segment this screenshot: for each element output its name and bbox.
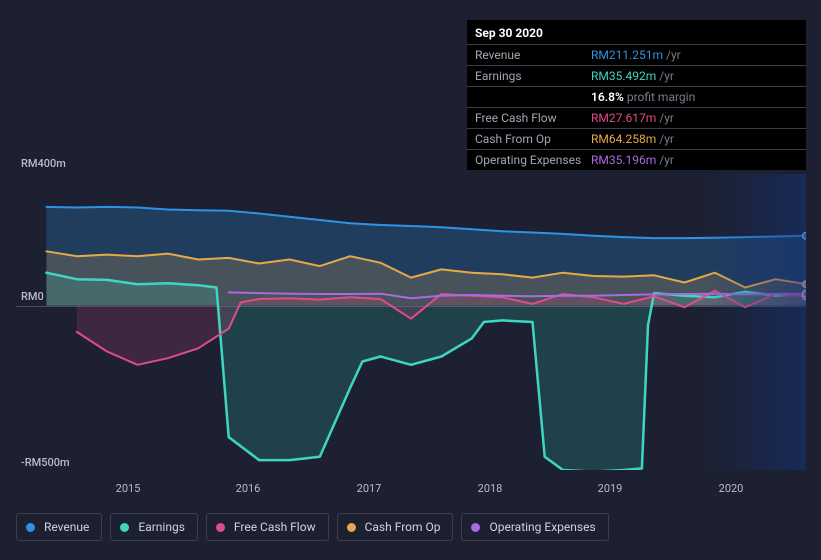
earnings-dot-icon [120, 523, 129, 532]
tooltip-row-value: RM64.258m [591, 132, 656, 146]
x-axis-tick-label: 2017 [357, 482, 382, 495]
tooltip-row-value: RM211.251m [591, 48, 663, 62]
x-axis-tick-label: 2019 [598, 482, 623, 495]
tooltip-row-value: RM27.617m [591, 111, 656, 125]
chart-svg [16, 174, 806, 470]
x-axis-tick-label: 2015 [116, 482, 141, 495]
tooltip-extra-value: 16.8% [591, 90, 624, 104]
chart-plot-area [16, 174, 806, 470]
tooltip-row: EarningsRM35.492m/yr [467, 65, 806, 86]
tooltip-row-unit: /yr [659, 69, 674, 83]
tooltip-row-value: RM35.492m [591, 69, 656, 83]
tooltip-row-label: Earnings [475, 69, 591, 83]
tooltip-row: Free Cash FlowRM27.617m/yr [467, 107, 806, 128]
legend: Revenue Earnings Free Cash Flow Cash From O… [16, 513, 609, 541]
cash-from-op-dot-icon [347, 523, 356, 532]
tooltip-row-unit: /yr [659, 132, 674, 146]
legend-item-label: Earnings [138, 520, 185, 534]
tooltip-row-value: RM35.196m [591, 153, 656, 167]
legend-item-cash-from-op[interactable]: Cash From Op [337, 513, 454, 541]
tooltip-rows: RevenueRM211.251m/yrEarningsRM35.492m/yr… [467, 44, 806, 170]
operating-expenses-dot-icon [471, 523, 480, 532]
legend-item-label: Free Cash Flow [234, 520, 316, 534]
tooltip-row-unit: /yr [659, 153, 674, 167]
free-cash-flow-dot-icon [216, 523, 225, 532]
tooltip-row: RevenueRM211.251m/yr [467, 44, 806, 65]
tooltip-row-unit: /yr [659, 111, 674, 125]
legend-item-label: Operating Expenses [489, 520, 595, 534]
tooltip-row-unit: /yr [666, 48, 681, 62]
tooltip-row-label: Operating Expenses [475, 153, 591, 167]
tooltip-card: Sep 30 2020 RevenueRM211.251m/yrEarnings… [467, 20, 806, 170]
y-axis-tick-label: RM400m [21, 157, 66, 170]
tooltip-row: Operating ExpensesRM35.196m/yr [467, 149, 806, 170]
x-axis-tick-label: 2020 [719, 482, 744, 495]
legend-item-earnings[interactable]: Earnings [110, 513, 198, 541]
x-axis-tick-label: 2018 [478, 482, 503, 495]
tooltip-row-label: Free Cash Flow [475, 111, 591, 125]
legend-item-revenue[interactable]: Revenue [16, 513, 102, 541]
tooltip-row-label: Revenue [475, 48, 591, 62]
tooltip-row: Cash From OpRM64.258m/yr [467, 128, 806, 149]
tooltip-row-extra: 16.8% profit margin [467, 86, 806, 107]
legend-item-label: Cash From Op [365, 520, 441, 534]
legend-item-label: Revenue [44, 520, 89, 534]
tooltip-extra-label: profit margin [627, 90, 695, 104]
revenue-dot-icon [26, 523, 35, 532]
legend-item-free-cash-flow[interactable]: Free Cash Flow [206, 513, 329, 541]
legend-item-operating-expenses[interactable]: Operating Expenses [461, 513, 608, 541]
tooltip-row-label: Cash From Op [475, 132, 591, 146]
tooltip-date: Sep 30 2020 [467, 20, 806, 44]
x-axis-tick-label: 2016 [236, 482, 261, 495]
chart-right-shade [703, 174, 806, 470]
